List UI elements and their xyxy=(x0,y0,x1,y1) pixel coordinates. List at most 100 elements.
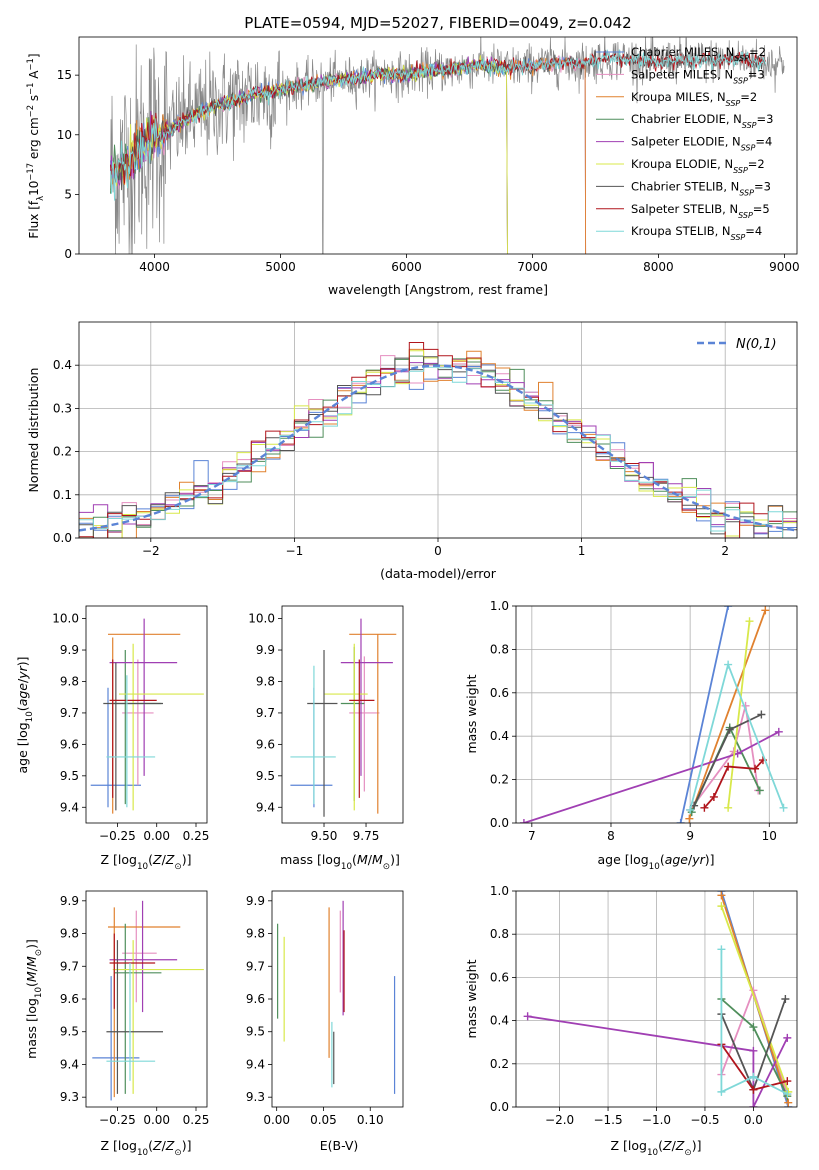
data-point-marker xyxy=(523,1012,532,1021)
legend-label: Kroupa ELODIE, NSSP=2 xyxy=(631,157,765,175)
y-tick-label: 9.5 xyxy=(60,769,79,783)
x-tick-label: 5000 xyxy=(265,260,296,274)
model-spectrum-line xyxy=(110,49,766,201)
data-point-marker xyxy=(717,891,726,900)
plot-area xyxy=(92,900,204,1101)
x-tick-label: 7 xyxy=(528,829,536,843)
y-tick-label: 0.4 xyxy=(490,729,509,743)
y-tick-label: 9.4 xyxy=(256,800,275,814)
x-tick-label: 8 xyxy=(607,829,615,843)
y-tick-label: 9.9 xyxy=(256,643,275,657)
axes-frame xyxy=(78,36,798,255)
axes-frame xyxy=(85,890,208,1108)
residuals-panel: −2 −1 0 1 2 0.0 0.1 0.2 0.3 0.4 (data-model)/error… xyxy=(26,321,798,581)
axes-frame xyxy=(78,321,798,539)
y-tick-label: 15 xyxy=(57,68,72,82)
x-tick-label: −1 xyxy=(286,544,304,558)
y-tick-label: 9.7 xyxy=(246,959,265,973)
x-tick-label: −0.25 xyxy=(99,829,136,843)
y-tick-label: 0.8 xyxy=(490,642,509,656)
x-axis-label: E(B-V) xyxy=(320,1138,359,1153)
data-point-marker xyxy=(724,660,733,669)
y-tick-label: 0.6 xyxy=(490,686,509,700)
x-tick-label: 0.00 xyxy=(143,829,170,843)
axes-frame xyxy=(85,605,208,824)
data-point-marker xyxy=(751,764,760,773)
data-point-marker xyxy=(749,1023,758,1032)
x-tick-label: 10 xyxy=(762,829,777,843)
spectrum-panel: PLATE=0594, MJD=52027, FIBERID=0049, z=0… xyxy=(25,14,800,297)
y-tick-label: 9.8 xyxy=(60,674,79,688)
legend-label: Salpeter MILES, NSSP=3 xyxy=(631,67,765,85)
x-tick-label: −2.0 xyxy=(545,1113,574,1127)
x-axis-label: Z [log10(Z/Z⊙)] xyxy=(101,852,192,872)
y-tick-label: 1.0 xyxy=(490,884,509,898)
x-tick-label: 0.10 xyxy=(357,1113,384,1127)
data-point-marker xyxy=(717,1087,726,1096)
plot-area xyxy=(523,891,793,1107)
legend-label: Salpeter ELODIE, NSSP=4 xyxy=(631,135,772,153)
y-tick-label: 9.9 xyxy=(60,894,79,908)
y-tick-label: 0.1 xyxy=(53,488,72,502)
series-line xyxy=(689,705,760,811)
x-tick-label: 0 xyxy=(434,544,442,558)
axes-frame xyxy=(515,890,798,1108)
normal-reference-curve xyxy=(79,364,797,532)
data-point-marker xyxy=(686,805,695,814)
y-tick-label: 10.0 xyxy=(248,612,275,626)
y-tick-label: 9.6 xyxy=(246,992,265,1006)
y-tick-label: 9.7 xyxy=(256,706,275,720)
y-tick-label: 0.2 xyxy=(53,445,72,459)
axes-frame xyxy=(271,890,404,1108)
data-point-marker xyxy=(779,803,788,812)
x-tick-label: 4000 xyxy=(139,260,170,274)
y-tick-label: 0.0 xyxy=(490,1100,509,1114)
plot-area xyxy=(90,618,204,814)
x-tick-label: −1.0 xyxy=(642,1113,671,1127)
series-line xyxy=(523,731,780,823)
series-line xyxy=(527,1015,789,1107)
y-tick-label: 0.2 xyxy=(490,773,509,787)
axes-frame xyxy=(281,605,404,824)
y-tick-label: 0.0 xyxy=(53,531,72,545)
data-point-marker xyxy=(709,792,718,801)
data-point-marker xyxy=(749,1103,758,1107)
x-tick-label: 9000 xyxy=(769,260,800,274)
data-point-marker xyxy=(676,819,685,823)
y-tick-label: 9.4 xyxy=(60,800,79,814)
y-tick-label: 9.5 xyxy=(256,769,275,783)
y-axis-label: Flux [fλ10−17 erg cm−2 s−1 A−1] xyxy=(25,53,45,238)
series-line xyxy=(720,949,788,1095)
x-tick-label: 2 xyxy=(721,544,729,558)
x-tick-label: 1 xyxy=(578,544,586,558)
data-point-marker xyxy=(717,945,726,954)
data-point-marker xyxy=(761,606,770,615)
data-point-marker xyxy=(783,1077,792,1086)
plot-area xyxy=(110,37,785,254)
data-point-marker xyxy=(784,1098,793,1107)
legend-label: Chabrier MILES, NSSP=2 xyxy=(631,45,766,63)
x-tick-label: 0.0 xyxy=(744,1113,763,1127)
data-point-marker xyxy=(749,1046,758,1055)
x-tick-label: 0.25 xyxy=(183,1113,210,1127)
data-point-marker xyxy=(717,902,726,911)
chart-title: PLATE=0594, MJD=52027, FIBERID=0049, z=0… xyxy=(244,14,631,32)
axes-frame xyxy=(515,605,798,824)
y-tick-label: 10 xyxy=(57,128,72,142)
y-axis-label: mass weight xyxy=(464,959,479,1038)
data-point-marker xyxy=(724,803,733,812)
age-vs-mass-panel: 9.50 9.75 9.4 9.5 9.6 9.7 9.8 9.9 10.0 mass [log1… xyxy=(248,605,404,872)
legend-label: Kroupa MILES, NSSP=2 xyxy=(631,90,757,108)
x-tick-label: −0.25 xyxy=(99,1113,136,1127)
legend-label: Chabrier STELIB, NSSP=3 xyxy=(631,179,771,197)
data-point-marker xyxy=(755,786,764,795)
plot-area xyxy=(519,606,788,823)
data-point-marker xyxy=(519,819,528,823)
massweight-vs-age-panel: 7 8 9 10 0.0 0.2 0.4 0.6 0.8 1.0 age [log10(age/yr… xyxy=(464,599,798,872)
data-point-marker xyxy=(724,762,733,771)
x-tick-label: 0.00 xyxy=(143,1113,170,1127)
data-point-marker xyxy=(749,1085,758,1094)
y-axis-label: age [log10(age/yr)] xyxy=(15,656,35,773)
series-line xyxy=(679,606,729,823)
y-tick-label: 9.9 xyxy=(246,894,265,908)
